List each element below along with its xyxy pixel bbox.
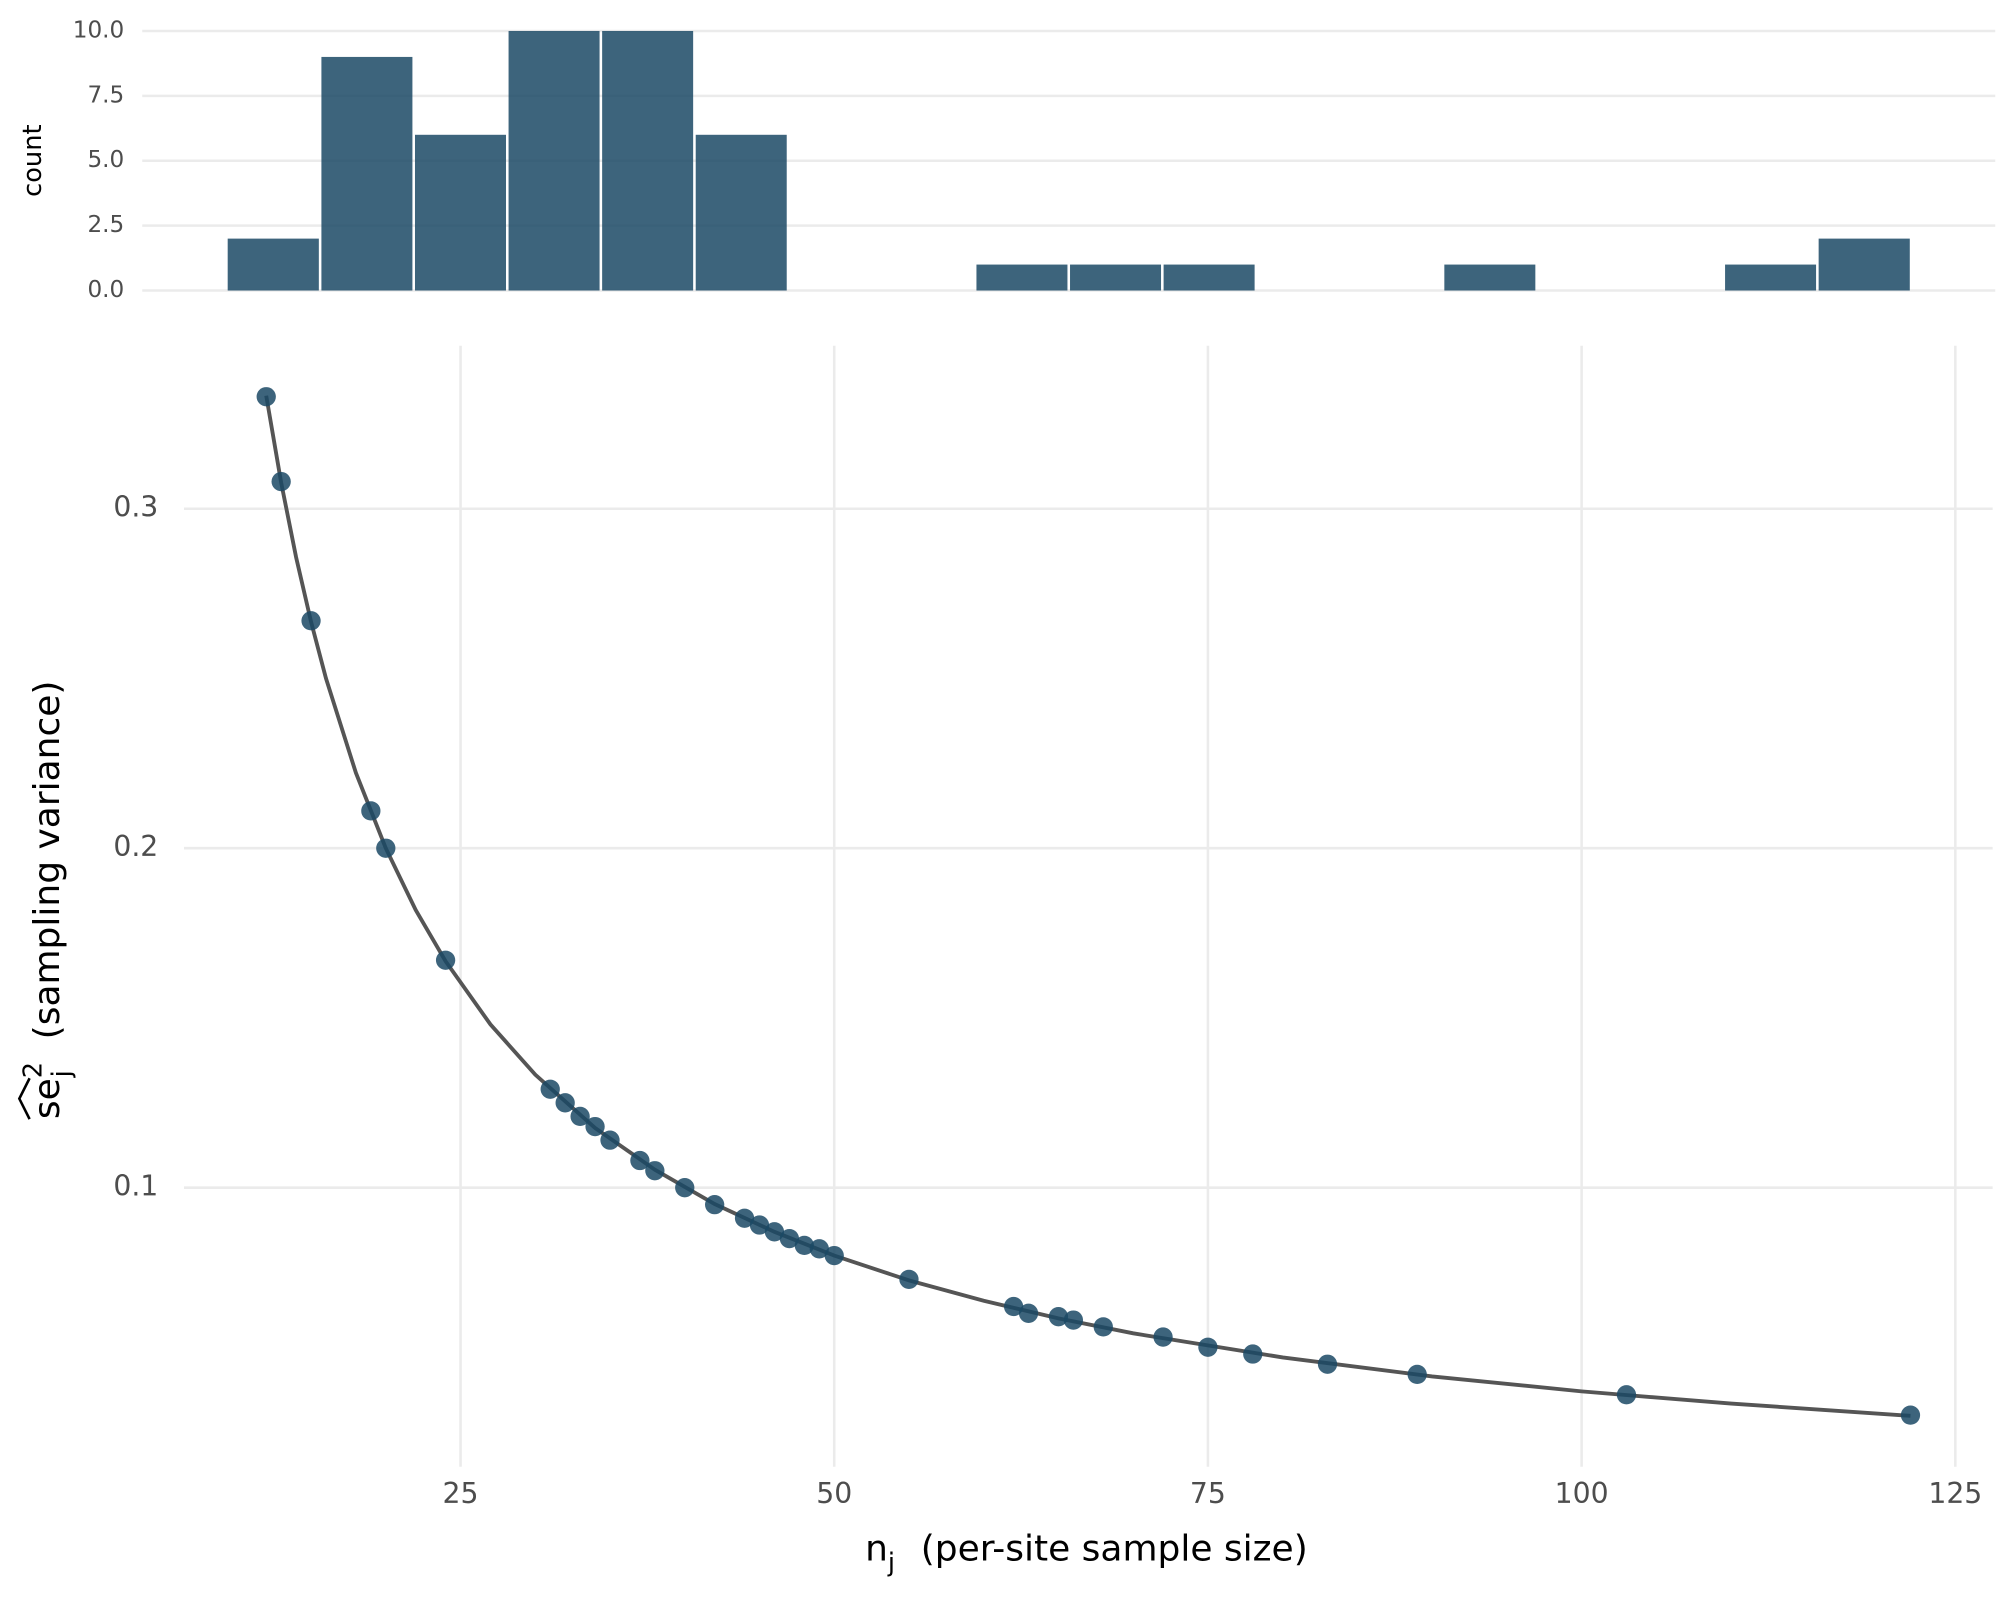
bar: [508, 30, 600, 291]
point: [1198, 1337, 1218, 1357]
y-axis-label: se2j (sampling variance): [18, 681, 76, 1120]
x-tick-label: 125: [1928, 1477, 1982, 1510]
point: [794, 1235, 814, 1256]
y-label-text: (sampling variance): [27, 681, 68, 1040]
x-tick-label: 50: [816, 1477, 852, 1510]
y-tick-label: 2.5: [87, 212, 124, 238]
x-axis-label: nj (per-site sample size): [865, 1528, 1308, 1577]
point: [555, 1093, 575, 1113]
bar: [695, 134, 787, 291]
point: [1048, 1307, 1069, 1327]
bar: [1818, 238, 1910, 291]
point: [585, 1116, 605, 1137]
point: [301, 611, 321, 631]
y-tick-label: 0.2: [113, 830, 158, 863]
point: [1153, 1327, 1173, 1347]
point: [675, 1178, 695, 1198]
point: [1616, 1385, 1637, 1405]
bar: [227, 238, 319, 291]
y-label-superscript: 2: [18, 1062, 48, 1078]
y-tick-label: 7.5: [87, 82, 124, 108]
y-tick-label: 5.0: [87, 147, 124, 173]
point: [570, 1106, 590, 1127]
point: [1063, 1310, 1084, 1330]
point: [734, 1208, 755, 1228]
point: [779, 1228, 800, 1249]
bar: [321, 56, 413, 291]
bar: [1163, 264, 1255, 291]
x-label-symbol: n: [865, 1528, 888, 1569]
point: [749, 1215, 770, 1235]
point: [600, 1130, 620, 1150]
point: [540, 1079, 560, 1099]
point: [435, 950, 456, 970]
bar: [602, 30, 694, 291]
point: [899, 1269, 919, 1289]
bar: [1725, 264, 1817, 291]
bar: [1444, 264, 1536, 291]
point: [271, 471, 291, 492]
point: [376, 838, 396, 858]
point: [1407, 1364, 1427, 1385]
point: [645, 1161, 665, 1181]
point: [256, 387, 276, 407]
x-label-text: (per-site sample size): [921, 1528, 1308, 1569]
point: [809, 1239, 829, 1259]
x-tick-label: 100: [1555, 1477, 1609, 1510]
point: [1900, 1405, 1921, 1425]
x-tick-label: 25: [443, 1477, 479, 1510]
point: [1317, 1354, 1338, 1374]
y-tick-label: 0.3: [113, 491, 158, 524]
point: [1018, 1303, 1039, 1323]
y-tick-label: 0.1: [113, 1170, 158, 1203]
y-tick-label: 10.0: [73, 17, 124, 43]
point: [630, 1150, 650, 1171]
hat: [17, 1077, 31, 1120]
bar: [414, 134, 506, 291]
bar: [976, 264, 1068, 291]
y-label-subscript: j: [46, 1070, 76, 1078]
x-tick-label: 75: [1190, 1477, 1226, 1510]
bar: [1070, 264, 1162, 291]
curve: [264, 395, 1911, 1418]
y-tick-label: 0.0: [87, 277, 124, 303]
point: [361, 801, 381, 821]
point: [1003, 1296, 1024, 1317]
hist-y-label: count: [18, 124, 48, 196]
point: [1243, 1344, 1263, 1364]
point: [1093, 1317, 1113, 1337]
point: [705, 1195, 725, 1215]
point: [764, 1222, 785, 1242]
y-label-symbol: se: [27, 1078, 68, 1119]
x-label-subscript: j: [887, 1548, 895, 1578]
point: [824, 1245, 844, 1266]
